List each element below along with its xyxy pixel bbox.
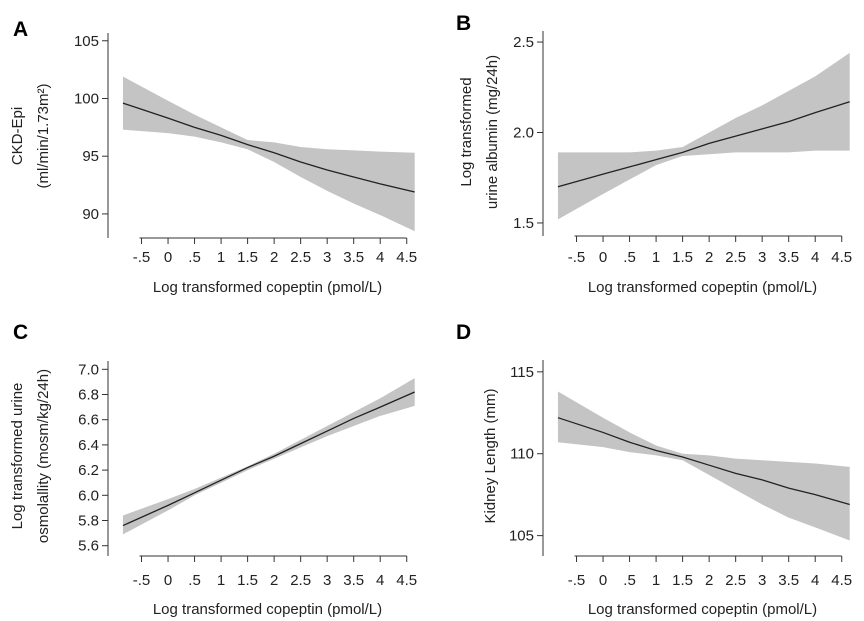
x-tick-label: 2.5: [725, 572, 746, 589]
panel-b: B 1.5 2.0 2.5 -.5 0 .5 1 1.5 2 2.5 3 3.5 4 4.5 Log tran…: [456, 12, 852, 296]
x-tick-label: 2: [270, 249, 278, 266]
y-tick-label: 6.2: [78, 462, 99, 479]
x-tick-label: -.5: [568, 249, 586, 266]
x-tick-label: 2: [705, 572, 713, 589]
x-tick-label: 1.5: [672, 572, 693, 589]
x-tick-label: .5: [188, 249, 201, 266]
y-tick-label: 2.0: [513, 125, 534, 142]
x-tick-label: 0: [164, 249, 172, 266]
y-tick-label: 1.5: [513, 215, 534, 232]
panel-letter: D: [456, 321, 471, 344]
y-tick-label: 110: [510, 446, 534, 463]
x-tick-label: 3: [758, 249, 766, 266]
y-tick-label: 5.6: [78, 538, 99, 555]
fitted-line: [122, 102, 415, 193]
fitted-line: [122, 391, 415, 527]
x-tick-label: 4.5: [396, 249, 417, 266]
y-tick-label: 95: [82, 148, 99, 165]
x-tick-label: 2.5: [725, 249, 746, 266]
x-tick-label: 0: [599, 572, 607, 589]
panel-letter: B: [456, 12, 471, 35]
fitted-line: [557, 417, 850, 506]
panel-letter: C: [13, 321, 28, 344]
x-tick-label: 2.5: [290, 249, 311, 266]
x-tick-label: 3.5: [778, 249, 799, 266]
y-tick-label: 6.0: [78, 487, 99, 504]
x-tick-label: 1: [217, 249, 225, 266]
x-tick-label: -.5: [133, 572, 151, 589]
panel-letter: A: [13, 18, 28, 41]
x-tick-label: 4: [811, 572, 819, 589]
x-tick-label: 4: [376, 572, 384, 589]
y-axis-title: Log transformed urine: [9, 383, 26, 530]
y-axis-title: osmolallity (mosm/kg/24h): [35, 369, 52, 543]
x-tick-label: 3: [323, 572, 331, 589]
y-tick-label: 6.8: [78, 387, 99, 404]
x-tick-label: 4.5: [831, 572, 852, 589]
x-tick-label: -.5: [133, 249, 151, 266]
x-axis-title: Log transformed copeptin (pmol/L): [588, 601, 817, 618]
x-tick-label: 0: [164, 572, 172, 589]
x-tick-label: .5: [188, 572, 201, 589]
x-tick-label: 1.5: [237, 249, 258, 266]
x-axis-title: Log transformed copeptin (pmol/L): [588, 279, 817, 296]
x-tick-label: .5: [623, 249, 636, 266]
x-tick-label: .5: [623, 572, 636, 589]
y-axis-title: Log transformed: [458, 77, 475, 186]
x-tick-label: 1.5: [672, 249, 693, 266]
y-tick-label: 6.4: [78, 437, 99, 454]
y-tick-label: 90: [82, 206, 99, 223]
x-axis-title: Log transformed copeptin (pmol/L): [153, 601, 382, 618]
y-tick-label: 7.0: [78, 361, 99, 378]
x-tick-label: 1: [652, 572, 660, 589]
confidence-band: [122, 378, 415, 535]
y-tick-label: 115: [510, 364, 534, 381]
x-tick-label: 1: [217, 572, 225, 589]
x-tick-label: 4.5: [831, 249, 852, 266]
confidence-band: [557, 52, 850, 220]
y-tick-label: 6.6: [78, 412, 99, 429]
x-tick-label: 2.5: [290, 572, 311, 589]
panel-d: D 105 110 115 -.5 0 .5 1 1.5 2 2.5 3 3.5 4 4.5 Log tran…: [456, 321, 852, 618]
x-tick-label: 2: [705, 249, 713, 266]
fitted-line: [557, 101, 850, 188]
y-axis-title: (ml/min/1.73m²): [35, 83, 52, 188]
y-tick-label: 100: [74, 90, 99, 107]
panel-a: A 90 95 100 105 -.5 0 .5 1 1.5 2 2.5 3 3.5 4 4.5 Log tra…: [9, 18, 417, 296]
x-axis-title: Log transformed copeptin (pmol/L): [153, 279, 382, 296]
x-tick-label: 0: [599, 249, 607, 266]
x-tick-label: -.5: [568, 572, 586, 589]
x-tick-label: 4: [376, 249, 384, 266]
x-tick-label: 3: [323, 249, 331, 266]
y-tick-label: 2.5: [513, 34, 534, 51]
confidence-band: [557, 391, 850, 541]
panel-c: C 5.6 5.8 6.0 6.2 6.4 6.6 6.8 7.0 -.5 0 .5 1 1.5 2 2.5 3…: [9, 321, 417, 618]
confidence-band: [122, 76, 415, 232]
y-axis-title: Kidney Length (mm): [482, 388, 499, 523]
x-tick-label: 3: [758, 572, 766, 589]
x-tick-label: 3.5: [343, 572, 364, 589]
y-axis-title: urine albumin (mg/24h): [484, 55, 501, 209]
y-tick-label: 105: [509, 528, 534, 545]
x-tick-label: 1.5: [237, 572, 258, 589]
y-tick-label: 105: [74, 33, 99, 50]
x-tick-label: 4.5: [396, 572, 417, 589]
x-tick-label: 2: [270, 572, 278, 589]
x-tick-label: 1: [652, 249, 660, 266]
x-tick-label: 4: [811, 249, 819, 266]
x-tick-label: 3.5: [778, 572, 799, 589]
y-axis-title: CKD-Epi: [9, 107, 26, 165]
x-tick-label: 3.5: [343, 249, 364, 266]
y-tick-label: 5.8: [78, 513, 99, 530]
